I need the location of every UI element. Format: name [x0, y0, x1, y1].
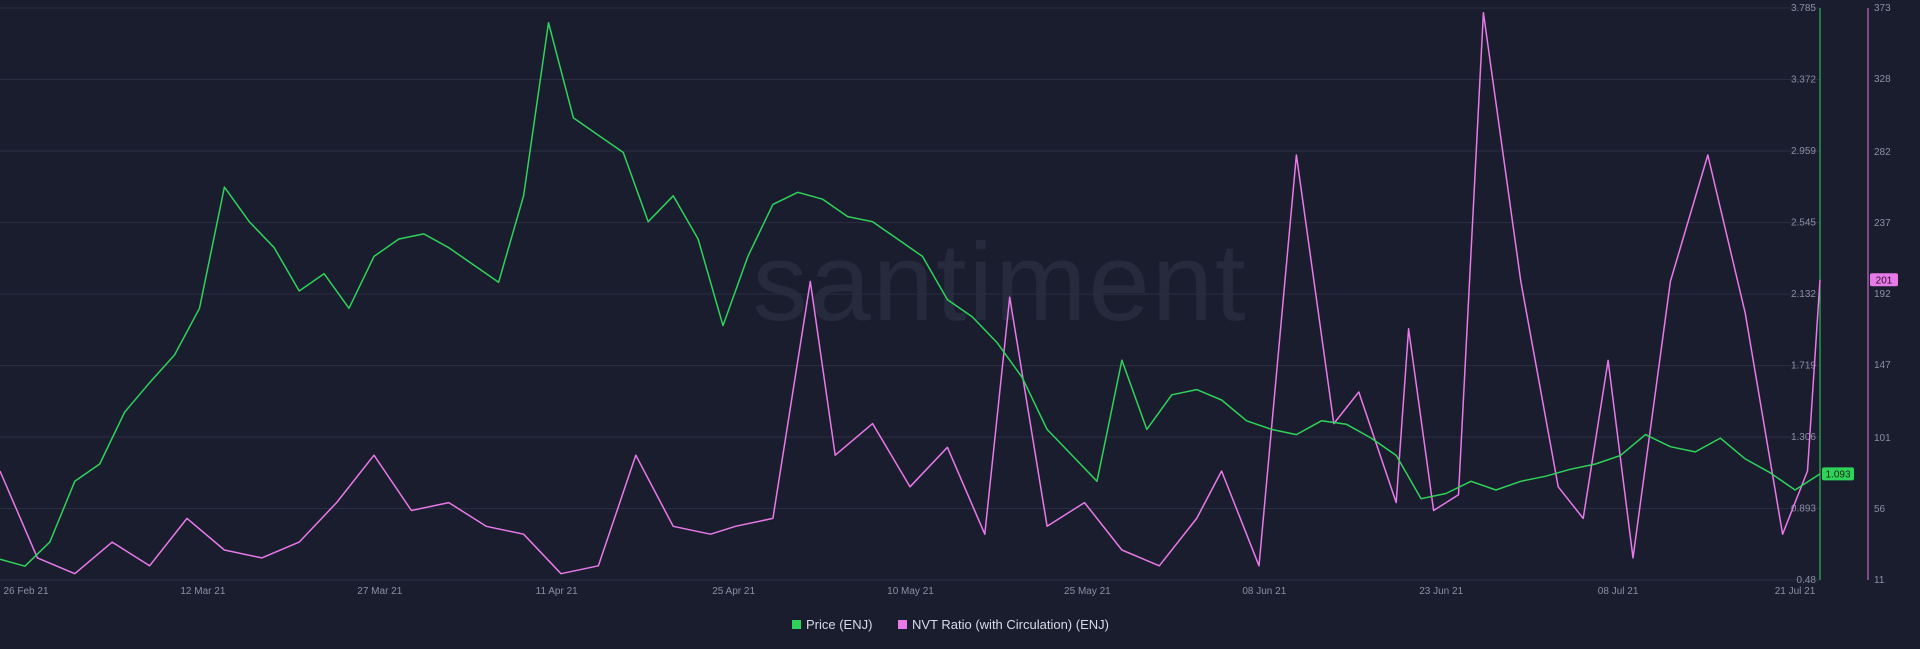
- price-tick-label: 0.893: [1791, 504, 1816, 515]
- date-tick-label: 27 Mar 21: [357, 586, 402, 597]
- price-series-line: [0, 21, 1821, 567]
- nvt-badge: [1870, 273, 1898, 287]
- date-tick-label: 11 Apr 21: [536, 586, 579, 597]
- price-axis-ticks: 3.785 3.372 2.959 2.545 2.132 1.719 1.306 0.893…: [1791, 3, 1816, 586]
- legend-price-swatch: [792, 620, 801, 629]
- legend-nvt-swatch: [898, 620, 907, 629]
- price-tick-label: 2.545: [1791, 218, 1816, 229]
- nvt-badge-label: 201: [1876, 275, 1893, 286]
- legend-item-nvt[interactable]: NVT Ratio (with Circulation) (ENJ): [898, 617, 1109, 632]
- nvt-tick-label: 147: [1874, 360, 1891, 371]
- price-tick-label: 2.959: [1791, 146, 1816, 157]
- nvt-axis-ticks: 373 328 282 237 192 147 101 56 11: [1874, 3, 1891, 586]
- price-tick-label: 3.785: [1791, 3, 1816, 14]
- legend: Price (ENJ) NVT Ratio (with Circulation)…: [792, 617, 1109, 632]
- date-tick-label: 25 Apr 21: [712, 586, 755, 597]
- nvt-series-line: [0, 11, 1821, 575]
- date-tick-label: 08 Jul 21: [1598, 586, 1639, 597]
- nvt-tick-label: 192: [1874, 289, 1891, 300]
- date-axis-ticks: 26 Feb 21 12 Mar 21 27 Mar 21 11 Apr 21 25 A…: [3, 586, 1815, 597]
- date-tick-label: 25 May 21: [1064, 586, 1111, 597]
- price-tick-label: 1.719: [1791, 361, 1816, 372]
- nvt-tick-label: 101: [1874, 433, 1891, 444]
- nvt-tick-label: 328: [1874, 74, 1891, 85]
- price-tick-label: 0.48: [1797, 575, 1817, 586]
- price-tick-label: 2.132: [1791, 289, 1816, 300]
- price-badge-label: 1.093: [1825, 469, 1850, 480]
- date-tick-label: 10 May 21: [887, 586, 934, 597]
- legend-item-price[interactable]: Price (ENJ): [792, 617, 872, 632]
- nvt-tick-label: 282: [1874, 147, 1891, 158]
- legend-price-label: Price (ENJ): [806, 617, 872, 632]
- price-tick-label: 3.372: [1791, 74, 1816, 85]
- date-tick-label: 21 Jul 21: [1775, 586, 1816, 597]
- price-badge: [1822, 467, 1854, 481]
- legend-nvt-label: NVT Ratio (with Circulation) (ENJ): [912, 617, 1109, 632]
- watermark: santiment: [753, 221, 1248, 344]
- nvt-tick-label: 56: [1874, 504, 1886, 515]
- price-tick-label: 1.306: [1791, 432, 1816, 443]
- date-tick-label: 08 Jun 21: [1242, 586, 1286, 597]
- date-tick-label: 23 Jun 21: [1419, 586, 1463, 597]
- nvt-tick-label: 11: [1874, 575, 1885, 586]
- nvt-tick-label: 237: [1874, 218, 1891, 229]
- date-tick-label: 26 Feb 21: [3, 586, 48, 597]
- date-tick-label: 12 Mar 21: [180, 586, 225, 597]
- grid: [0, 7, 1820, 581]
- last-value-badges: 1.093 201: [1822, 273, 1898, 481]
- nvt-tick-label: 373: [1874, 3, 1891, 14]
- series-layer: [0, 11, 1821, 575]
- axes: [1819, 8, 1869, 580]
